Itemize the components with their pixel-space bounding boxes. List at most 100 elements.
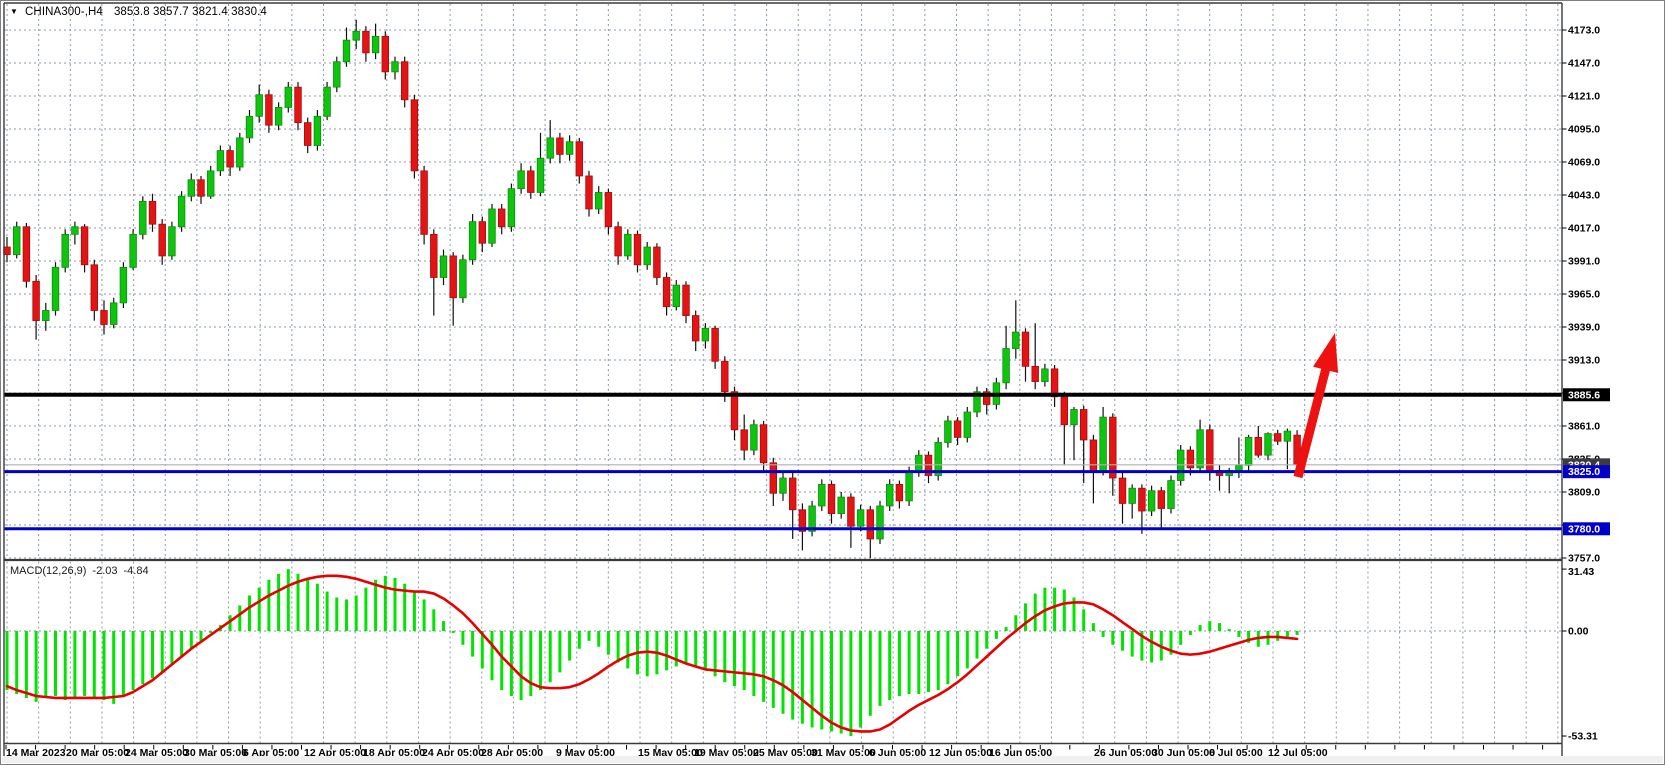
trend-up-arrow[interactable]: [1293, 333, 1339, 479]
candle-body: [177, 195, 186, 228]
macd-signal-value: -4.84: [123, 565, 149, 577]
resistance-line-badge-label: 3885.6: [1568, 389, 1600, 401]
candle-body: [779, 477, 787, 494]
candle-body: [420, 170, 428, 235]
candle-body: [430, 233, 438, 278]
candle-body: [139, 200, 147, 235]
price-axis-label: 3965.0: [1568, 288, 1600, 300]
candle-body: [32, 280, 40, 322]
candle-body: [100, 310, 108, 325]
candle-body: [478, 221, 486, 244]
candle-body: [206, 170, 215, 197]
candle-body: [1002, 348, 1010, 384]
candle-body: [1283, 430, 1292, 442]
price-axis-label: 3757.0: [1568, 552, 1600, 564]
candle-body: [323, 86, 331, 117]
price-axis-label: 4095.0: [1568, 123, 1600, 135]
chart-ohlc-values: 3853.8 3857.7 3821.4 3830.4: [113, 6, 267, 18]
candle-body: [1099, 416, 1107, 471]
candle-body: [692, 315, 700, 342]
price-axis-label: 4173.0: [1568, 25, 1600, 37]
candle-body: [439, 255, 448, 278]
candle-body: [255, 94, 263, 117]
candle-body: [51, 266, 60, 311]
price-axis-label: 4121.0: [1568, 90, 1600, 102]
candle-body: [1235, 464, 1243, 471]
candle-body: [1080, 409, 1088, 441]
candle-body: [1070, 409, 1078, 426]
macd-main-value: -2.03: [92, 565, 118, 577]
candle-body: [905, 471, 913, 502]
candle-body: [944, 420, 952, 443]
candle-body: [119, 266, 128, 304]
candle-body: [12, 226, 21, 256]
candle-body: [595, 192, 603, 210]
candle-body: [856, 509, 865, 527]
candle-body: [284, 86, 292, 108]
candle-body: [1128, 487, 1136, 504]
candle-body: [1060, 396, 1068, 426]
candle-body: [371, 35, 380, 54]
candle-body: [148, 200, 157, 225]
candle-body: [672, 284, 680, 308]
macd-name: MACD(12,26,9): [10, 565, 87, 577]
candle-body: [158, 223, 166, 257]
candle-body: [1138, 487, 1146, 512]
candle-body: [90, 264, 98, 311]
candle-body: [895, 483, 904, 502]
price-axis-label: 3939.0: [1568, 321, 1600, 333]
candle-body: [517, 170, 525, 190]
price-axis-label: 3809.0: [1568, 486, 1600, 498]
candle-body: [391, 61, 399, 73]
candle-body: [915, 454, 923, 473]
candle-body: [71, 226, 79, 235]
candle-body: [42, 310, 50, 322]
candle-body: [1274, 433, 1282, 442]
candle-body: [953, 420, 962, 438]
candle-body: [721, 360, 729, 393]
candle-body: [886, 483, 894, 507]
candle-body: [973, 391, 981, 413]
candle-body: [80, 226, 89, 266]
candle-body: [759, 424, 768, 464]
candle-body: [827, 483, 836, 514]
price-axis-label: 3991.0: [1568, 255, 1600, 267]
support-line-2-badge-label: 3780.0: [1568, 523, 1600, 535]
candle-body: [604, 192, 613, 228]
candle-body: [274, 107, 283, 126]
candle-body: [1031, 365, 1039, 382]
macd-axis-label: -53.31: [1568, 731, 1598, 743]
macd-indicator-label: MACD(12,26,9) -2.03 -4.84: [10, 565, 149, 577]
candle-body: [1012, 331, 1020, 349]
candle-body: [934, 442, 942, 476]
candle-body: [730, 391, 739, 431]
candle-body: [265, 94, 273, 126]
candle-body: [662, 277, 671, 308]
price-axis-label: 4069.0: [1568, 156, 1600, 168]
support-line-1-badge-label: 3825.0: [1568, 466, 1600, 478]
candle-body: [633, 233, 642, 266]
candle-body: [352, 30, 360, 41]
candle-body: [546, 137, 554, 159]
symbol-dropdown-icon[interactable]: ▼: [10, 7, 19, 16]
candle-body: [1167, 480, 1175, 509]
chart-symbol-period: CHINA300-,H4: [25, 6, 103, 18]
candle-body: [750, 424, 758, 451]
candle-body: [216, 150, 225, 172]
candle-body: [866, 509, 874, 540]
candle-body: [110, 302, 118, 325]
candle-body: [1196, 429, 1204, 469]
candle-body: [1157, 490, 1165, 509]
candle-body: [701, 327, 710, 342]
candle-body: [1264, 433, 1272, 456]
candle-body: [488, 208, 496, 244]
resistance-line-badge: [1563, 388, 1610, 402]
price-axis-label: 4017.0: [1568, 222, 1600, 234]
candle-body: [876, 505, 884, 540]
candle-body: [129, 233, 137, 268]
candle-body: [168, 226, 176, 257]
candle-body: [837, 496, 845, 514]
candle-body: [808, 505, 816, 532]
